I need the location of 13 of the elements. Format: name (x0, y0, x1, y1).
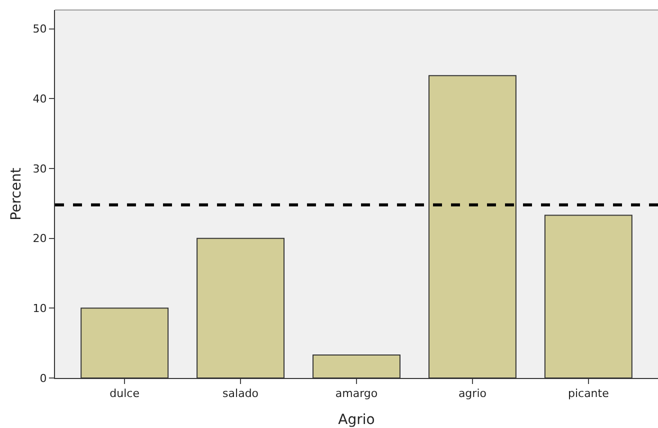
x-tick-label: agrio (458, 387, 487, 400)
y-tick-label: 20 (32, 232, 47, 246)
y-tick-label: 50 (32, 22, 47, 36)
x-tick-label: picante (568, 387, 610, 400)
x-tick-label: salado (222, 387, 259, 400)
y-tick-label: 0 (40, 372, 47, 385)
x-axis-title: Agrio (338, 412, 375, 428)
x-tick-label: dulce (110, 387, 140, 400)
y-tick-label: 10 (32, 302, 47, 316)
y-tick-label: 30 (32, 162, 47, 176)
y-axis-title: Percent (8, 167, 24, 220)
y-tick-label: 40 (32, 92, 47, 106)
x-tick-label: amargo (335, 387, 378, 400)
